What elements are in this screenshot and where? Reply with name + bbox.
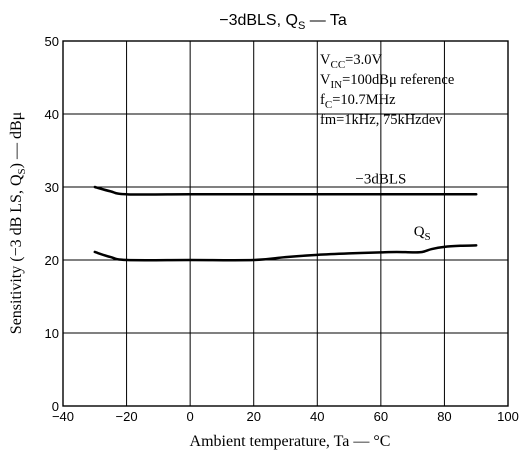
series-label-sub: S [425,231,431,243]
x-tick-label: −40 [52,409,74,424]
chart-title-prefix: −3dBLS, Q [219,12,298,29]
condition-subscript: IN [330,79,342,91]
axis-tick-labels: −40 −20 0 20 40 60 80 100 0 10 20 30 40 50 [45,34,519,424]
condition-value: =3.0V [345,52,382,68]
y-axis-label: Sensitivity (−3 dB LS, QS) — dBμ [8,112,28,334]
series-line [93,244,478,262]
condition-subscript: C [325,99,332,111]
x-tick-label: 100 [497,409,519,424]
condition-line: fC=10.7MHz [320,92,396,111]
series-label-main: −3dBLS [355,171,406,187]
y-axis-label-prefix: Sensitivity (−3 dB LS, Q [8,174,25,334]
grid-lines [63,41,508,406]
x-tick-label: 60 [374,409,388,424]
y-tick-label: 40 [45,107,59,122]
y-tick-label: 50 [45,34,59,49]
series-lines [93,185,478,262]
x-axis-label: Ambient temperature, Ta — °C [190,433,391,450]
x-tick-label: 0 [187,409,194,424]
x-tick-label: 40 [310,409,324,424]
condition-symbol: V [320,52,331,68]
chart-title-sub: S [298,20,305,32]
series-label-main: Q [414,224,425,240]
chart-title: −3dBLS, QS — Ta [219,12,347,32]
condition-symbol: V [320,72,331,88]
chart-title-suffix: — Ta [305,12,347,29]
series-label: QS [414,224,431,243]
condition-value: =10.7MHz [332,92,396,108]
series-line [93,185,478,196]
condition-subscript: CC [330,59,345,71]
y-axis-label-suffix: ) — dBμ [8,112,25,169]
condition-line: VCC=3.0V [320,52,382,71]
condition-value: =100dBμ reference [342,72,454,88]
x-tick-label: −20 [116,409,138,424]
series-label: −3dBLS [355,171,406,187]
x-tick-label: 80 [437,409,451,424]
condition-symbol: fm=1kHz, 75kHzdev [320,112,443,128]
y-tick-label: 20 [45,253,59,268]
y-tick-label: 10 [45,326,59,341]
condition-line: VIN=100dBμ reference [320,72,454,91]
condition-line: fm=1kHz, 75kHzdev [320,112,443,128]
y-tick-label: 0 [52,399,59,414]
condition-symbol: f [320,92,325,108]
y-tick-label: 30 [45,180,59,195]
plot-frame [62,40,509,407]
x-tick-label: 20 [246,409,260,424]
y-axis-label-sub: S [16,168,28,174]
series-labels: −3dBLS QS [355,171,430,243]
test-conditions: VCC=3.0V VIN=100dBμ reference fC=10.7MHz fm… [320,52,454,128]
